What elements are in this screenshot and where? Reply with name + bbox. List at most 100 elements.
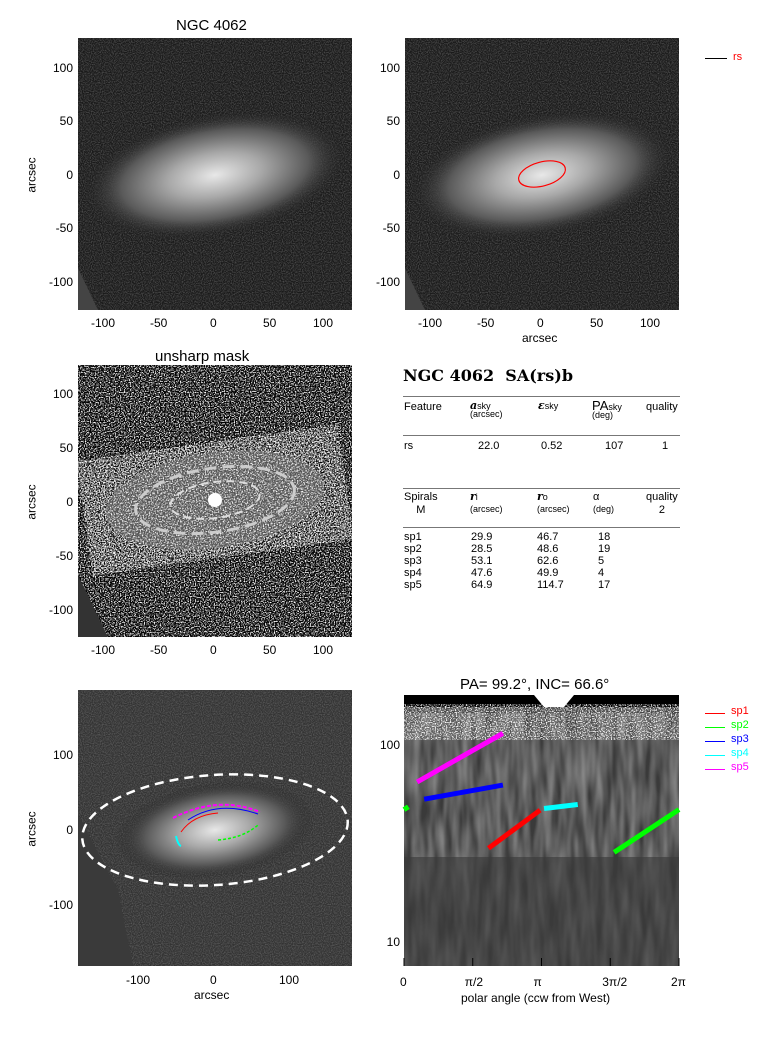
cell-quality: 1: [662, 440, 669, 452]
cell-ri: 64.9: [471, 579, 493, 591]
panel5-ylabel: arcsec: [24, 811, 39, 847]
header-quality2: quality 2: [646, 491, 678, 516]
xtick-label: 2π: [671, 975, 686, 989]
ytick-label: 10: [386, 935, 400, 949]
ytick: 100: [52, 61, 73, 75]
ytick: -100: [48, 275, 73, 289]
header-quality: quality: [646, 401, 678, 413]
xtick: -50: [150, 643, 168, 657]
cell-e: 0.52: [541, 440, 563, 452]
cell-alpha: 18: [598, 531, 611, 543]
xtick: 50: [590, 316, 604, 330]
cell-name: sp3: [404, 555, 422, 567]
cell-ro: 48.6: [537, 543, 559, 555]
cell-name: sp2: [404, 543, 422, 555]
cell-ri: 28.5: [471, 543, 493, 555]
cell-ri: 53.1: [471, 555, 493, 567]
xtick: 0: [537, 316, 544, 330]
header-ro: ro (arcsec): [537, 490, 570, 515]
cell-alpha: 4: [598, 567, 605, 579]
xtick: -50: [150, 316, 168, 330]
xtick: 0: [210, 316, 217, 330]
cell-ri: 47.6: [471, 567, 493, 579]
cell-alpha: 19: [598, 543, 611, 555]
series-sp5-segment: [415, 731, 505, 785]
ytick: 100: [52, 748, 73, 762]
series-sp2-segment: [402, 804, 410, 812]
cell-ro: 114.7: [537, 579, 564, 591]
header-pa-sky: PAsky (deg): [592, 398, 622, 420]
xtick: 100: [279, 973, 300, 987]
xtick: 0: [210, 643, 217, 657]
ytick: -50: [55, 549, 73, 563]
series-sp3-segment: [423, 782, 504, 802]
xtick: -100: [91, 643, 116, 657]
ytick: 50: [386, 114, 400, 128]
polar-chart: [402, 695, 681, 966]
cell-ro: 49.9: [537, 567, 559, 579]
panel1-ylabel: arcsec: [24, 157, 39, 193]
legend-line: [705, 755, 725, 756]
xtick-label: 0: [400, 975, 407, 989]
series-sp1-segment: [486, 808, 542, 851]
panel5-xlabel: arcsec: [194, 988, 230, 1002]
cell-name: sp1: [404, 531, 422, 543]
legend-label-sp1: sp1: [731, 705, 749, 717]
ytick: -50: [55, 221, 73, 235]
ytick: 100: [379, 61, 400, 75]
ytick: -100: [48, 898, 73, 912]
xtick: -100: [418, 316, 443, 330]
cell-ro: 46.7: [537, 531, 559, 543]
galaxy-spiral-overlay: [78, 690, 352, 966]
xtick: 100: [640, 316, 661, 330]
panel3-title: unsharp mask: [155, 348, 250, 365]
ytick: 50: [59, 441, 73, 455]
xtick: 50: [263, 643, 277, 657]
xtick-label: 3π/2: [602, 975, 628, 989]
cell-ro: 62.6: [537, 555, 559, 567]
unsharp-mask-image: [78, 365, 352, 637]
legend-label-sp5: sp5: [731, 761, 749, 773]
chart-title: PA= 99.2°, INC= 66.6°: [460, 676, 610, 693]
header-alpha: α (deg): [593, 491, 615, 514]
ytick: 0: [66, 168, 73, 182]
galaxy-image: [78, 38, 352, 310]
panel1-title: NGC 4062: [176, 17, 247, 34]
cell-pa: 107: [605, 440, 624, 452]
chart-xlabel: polar angle (ccw from West): [461, 991, 611, 1005]
header-ri: ri (arcsec): [470, 490, 503, 515]
ring-ellipse: [518, 160, 566, 188]
ytick: 50: [59, 114, 73, 128]
xtick-label: π/2: [464, 975, 484, 989]
cell-alpha: 5: [598, 555, 605, 567]
panel3-ylabel: arcsec: [24, 484, 39, 520]
ytick-label: 100: [379, 738, 400, 752]
series-sp4-segment: [543, 801, 579, 811]
legend-line: [705, 58, 727, 59]
cell-ri: 29.9: [471, 531, 493, 543]
cell-feature: rs: [404, 440, 414, 452]
cell-alpha: 17: [598, 579, 611, 591]
cell-name: sp5: [404, 579, 422, 591]
header-a-sky: asky (arcsec): [470, 399, 503, 419]
table-title: NGC 4062 SA(rs)b: [403, 366, 573, 385]
xtick: -100: [91, 316, 116, 330]
legend-line: [705, 727, 725, 728]
header-spirals: Spirals M: [404, 491, 438, 516]
legend-line: [705, 713, 725, 714]
ytick: 0: [66, 495, 73, 509]
legend-label-rs: rs: [733, 51, 743, 63]
ytick: 0: [66, 823, 73, 837]
xtick: 100: [313, 643, 334, 657]
ytick: -50: [382, 221, 400, 235]
panel2-xlabel: arcsec: [522, 331, 558, 345]
ytick: -100: [375, 275, 400, 289]
xtick: -50: [477, 316, 495, 330]
xtick: 50: [263, 316, 277, 330]
series-sp2-segment: [612, 807, 681, 855]
header-e-sky: εsky: [538, 399, 559, 412]
ytick: 100: [52, 387, 73, 401]
legend-label-sp4: sp4: [731, 747, 749, 759]
header-feature: Feature: [404, 401, 442, 413]
